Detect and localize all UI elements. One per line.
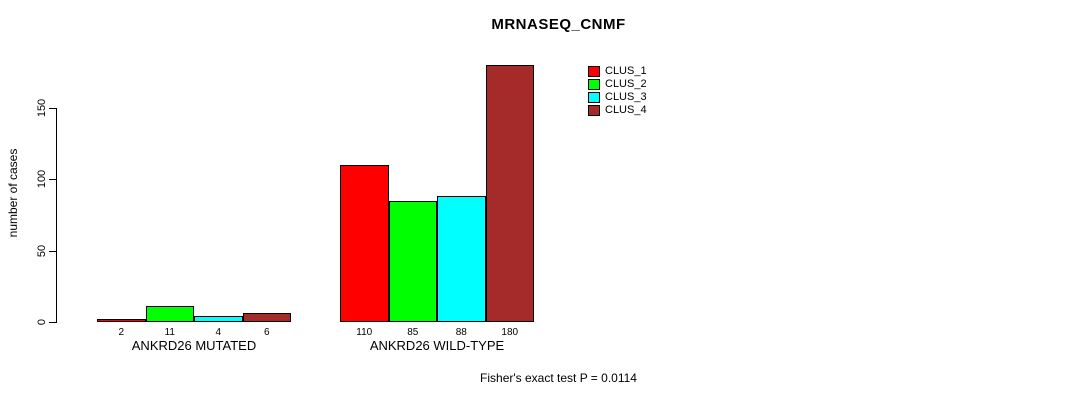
bar-value-label: 11 [164,327,175,338]
legend-item: CLUS_4 [588,104,647,117]
bar-clus_4-group1 [485,65,534,322]
y-axis-tick [49,322,56,323]
bar-value-label: 6 [263,327,270,338]
bar-clus_1-group1 [340,165,389,322]
footnote-text: Fisher's exact test P = 0.0114 [480,371,637,385]
legend-label: CLUS_4 [605,104,647,116]
y-axis-tick [49,250,56,252]
bar-clus_1-group0 [97,319,146,322]
y-axis-tick-label: 150 [36,98,48,118]
legend-swatch-clus_3 [588,92,600,103]
bar-clus_3-group1 [437,196,486,322]
bar-value-label: 4 [215,327,222,338]
y-axis-tick-label: 50 [36,244,48,257]
x-axis-category-label: ANKRD26 WILD-TYPE [369,338,505,353]
y-axis-line [56,108,57,323]
legend-swatch-clus_1 [588,66,600,77]
y-axis-tick [49,108,56,109]
legend-label: CLUS_2 [605,78,647,90]
legend-item: CLUS_2 [588,78,647,91]
y-axis-tick [49,179,56,181]
bar-clus_3-group0 [194,316,243,322]
chart-title: MRNASEQ_CNMF [491,16,626,33]
legend-label: CLUS_3 [605,91,647,103]
bar-clus_2-group1 [388,200,437,322]
bar-value-label: 88 [455,327,467,338]
y-axis-label: number of cases [6,148,20,238]
legend-label: CLUS_1 [605,65,647,77]
bar-value-label: 180 [501,327,519,338]
legend-swatch-clus_2 [588,79,600,90]
bar-value-label: 110 [356,327,373,338]
legend-swatch-clus_4 [588,105,600,116]
legend: CLUS_1 CLUS_2 CLUS_3 CLUS_4 [588,65,647,117]
x-axis-category-label: ANKRD26 MUTATED [131,338,257,353]
y-axis-tick-label: 100 [36,170,48,189]
legend-item: CLUS_3 [588,91,647,104]
y-axis-tick-label: 0 [36,318,48,326]
bar-value-label: 85 [407,327,419,338]
bar-clus_4-group0 [242,313,291,322]
legend-item: CLUS_1 [588,65,647,78]
bar-clus_2-group0 [145,306,194,322]
bar-value-label: 2 [118,327,125,338]
